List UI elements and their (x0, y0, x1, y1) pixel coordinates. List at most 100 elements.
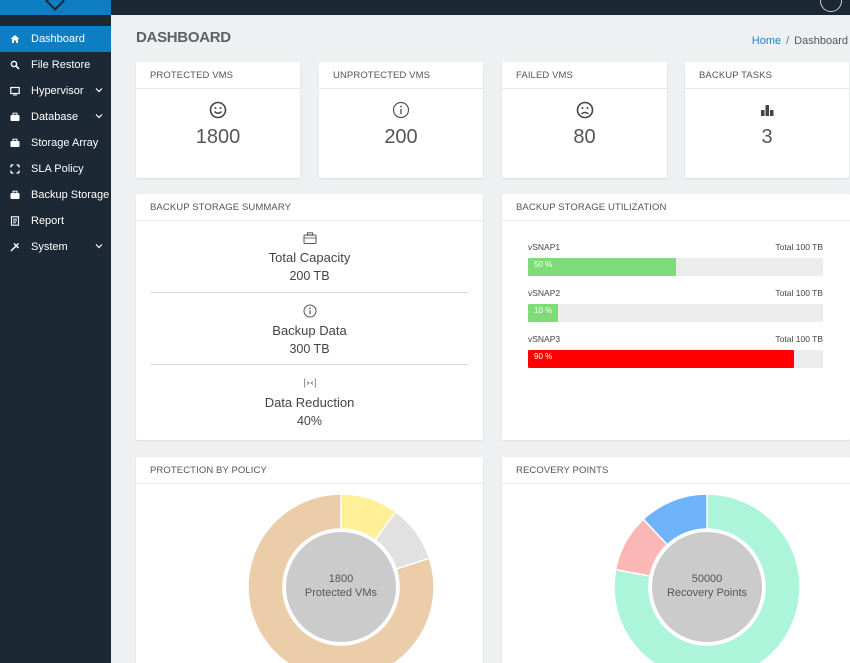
card-title: RECOVERY POINTS (502, 457, 850, 484)
info-icon (150, 304, 469, 318)
utilization-row: vSNAP2 Total 100 TB 10 % (528, 288, 823, 322)
volume-name: vSNAP3 (528, 334, 561, 344)
donut-hole (286, 532, 396, 642)
breadcrumb: Home / Dashboard (752, 35, 848, 47)
smile-icon (136, 101, 300, 119)
backup-storage-summary-card: BACKUP STORAGE SUMMARY Total Capacity 20… (136, 194, 483, 440)
progress-fill: 50 % (528, 258, 676, 276)
search-icon (9, 59, 21, 71)
briefcase-icon (150, 231, 469, 245)
card-title: BACKUP STORAGE SUMMARY (136, 194, 483, 221)
card-title: BACKUP TASKS (685, 62, 849, 89)
divider (150, 364, 469, 365)
briefcase-icon (9, 189, 21, 201)
summary-item-data-reduction: Data Reduction 40% (150, 376, 469, 428)
backup-tasks-card: BACKUP TASKS 3 (685, 62, 849, 178)
breadcrumb-home-link[interactable]: Home (751, 35, 782, 47)
compress-icon (150, 376, 469, 390)
sidebar-item-report[interactable]: Report (0, 208, 111, 234)
sidebar-item-label: Dashboard (31, 33, 85, 45)
bar-chart-icon (685, 101, 849, 119)
monitor-icon (9, 85, 21, 97)
sidebar-item-system[interactable]: System (0, 234, 111, 260)
stat-value: 80 (573, 126, 596, 148)
divider (150, 292, 469, 293)
recovery-points-card: RECOVERY POINTS 50000 Recovery Points (502, 457, 850, 663)
summary-label: Backup Data (272, 323, 347, 338)
progress-label: 50 % (534, 260, 553, 269)
summary-item-backup-data: Backup Data 300 TB (150, 304, 469, 356)
donut-center-label: Recovery Points (666, 587, 748, 599)
sidebar-item-backup-storage[interactable]: Backup Storage (0, 182, 111, 208)
briefcase-icon (9, 137, 21, 149)
sidebar-item-dashboard[interactable]: Dashboard (0, 26, 111, 52)
donut-hole (652, 532, 762, 642)
logo-bar (0, 0, 111, 15)
policy-donut-chart (247, 493, 435, 663)
backup-storage-utilization-card: BACKUP STORAGE UTILIZATION vSNAP1 Total 1… (502, 194, 850, 440)
sidebar-item-label: SLA Policy (31, 163, 84, 175)
summary-value: 40% (296, 414, 323, 428)
sidebar-item-label: System (31, 241, 68, 253)
donut-center-value: 50000 (691, 573, 723, 585)
logo-icon (45, 0, 65, 11)
protection-by-policy-card: PROTECTION BY POLICY 1800 Protected VMs (136, 457, 483, 663)
card-title: BACKUP STORAGE UTILIZATION (502, 194, 850, 221)
chevron-down-icon (95, 114, 103, 119)
card-title: PROTECTED VMS (136, 62, 300, 89)
progress-track: 50 % (528, 258, 823, 276)
stat-value: 200 (384, 126, 418, 148)
sidebar-item-label: Backup Storage (31, 189, 110, 201)
donut-center-value: 1800 (328, 573, 354, 585)
top-bar (111, 0, 850, 15)
volume-total: Total 100 TB (775, 334, 823, 344)
volume-name: vSNAP1 (528, 242, 561, 252)
sidebar-item-label: Hypervisor (31, 85, 84, 97)
sidebar-item-sla-policy[interactable]: SLA Policy (0, 156, 111, 182)
stat-value: 1800 (195, 126, 241, 148)
summary-value: 300 TB (289, 342, 330, 356)
sidebar-item-label: Storage Array (31, 137, 99, 149)
failed-vms-card: FAILED VMS 80 (502, 62, 667, 178)
policy-icon (9, 163, 21, 175)
stat-value: 3 (761, 126, 773, 148)
sidebar-nav: Dashboard File Restore Hypervisor Databa… (0, 26, 111, 260)
progress-fill: 10 % (528, 304, 558, 322)
sidebar-item-file-restore[interactable]: File Restore (0, 52, 111, 78)
tools-icon (9, 241, 21, 253)
breadcrumb-separator: / (786, 35, 790, 47)
card-title: FAILED VMS (502, 62, 667, 89)
volume-total: Total 100 TB (775, 242, 823, 252)
database-icon (9, 111, 21, 123)
progress-fill: 90 % (528, 350, 794, 368)
utilization-row: vSNAP1 Total 100 TB 50 % (528, 242, 823, 276)
sidebar: Dashboard File Restore Hypervisor Databa… (0, 0, 111, 663)
sidebar-item-label: File Restore (31, 59, 91, 71)
sidebar-item-storage-array[interactable]: Storage Array (0, 130, 111, 156)
info-icon (319, 101, 483, 119)
report-icon (9, 215, 21, 227)
volume-name: vSNAP2 (528, 288, 561, 298)
summary-label: Data Reduction (264, 395, 355, 410)
frown-icon (502, 101, 667, 119)
avatar[interactable] (820, 0, 842, 12)
donut-center-text: 50000 Recovery Points (642, 572, 772, 600)
summary-value: 200 TB (289, 269, 330, 283)
sidebar-item-database[interactable]: Database (0, 104, 111, 130)
sidebar-item-label: Database (31, 111, 79, 123)
progress-label: 90 % (534, 352, 553, 361)
progress-track: 90 % (528, 350, 823, 368)
sidebar-item-label: Report (31, 215, 65, 227)
summary-item-total-capacity: Total Capacity 200 TB (150, 231, 469, 283)
page-title: DASHBOARD (136, 29, 231, 46)
volume-total: Total 100 TB (775, 288, 823, 298)
donut-center-label: Protected VMs (304, 587, 378, 599)
home-icon (9, 33, 21, 45)
breadcrumb-current: Dashboard (794, 35, 848, 47)
progress-track: 10 % (528, 304, 823, 322)
protected-vms-card: PROTECTED VMS 1800 (136, 62, 300, 178)
sidebar-item-hypervisor[interactable]: Hypervisor (0, 78, 111, 104)
unprotected-vms-card: UNPROTECTED VMS 200 (319, 62, 483, 178)
recovery-donut-chart (613, 493, 801, 663)
utilization-row: vSNAP3 Total 100 TB 90 % (528, 334, 823, 368)
